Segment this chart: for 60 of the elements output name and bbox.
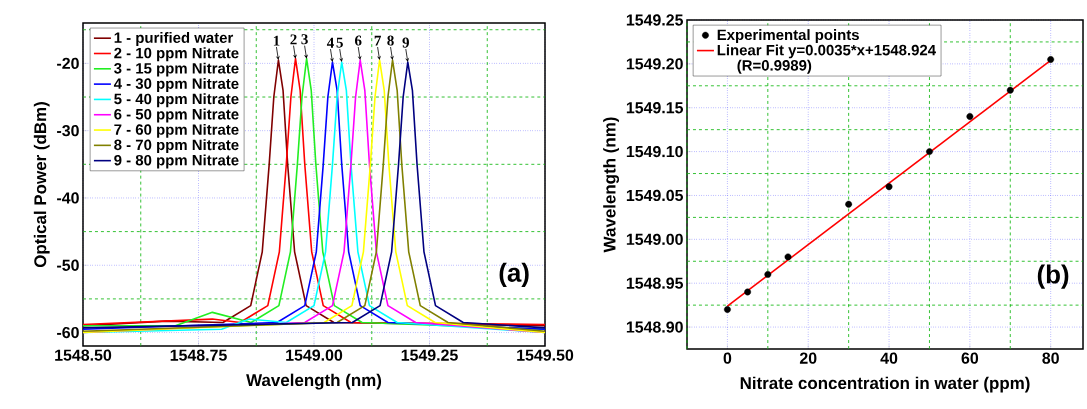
annotation: 5 (336, 37, 343, 48)
annotation: 2 (290, 34, 297, 45)
legend-label: Linear Fit y=0.0035*x+1548.924 (717, 44, 936, 59)
legend-label: 4 - 30 ppm Nitrate (113, 77, 239, 92)
x-tick-label: 1549.25 (401, 349, 458, 361)
legend-label: 5 - 40 ppm Nitrate (114, 93, 239, 108)
point (966, 113, 974, 120)
point (724, 306, 731, 313)
x-tick-label: 0 (723, 352, 732, 364)
point (1006, 86, 1014, 94)
annotation: (a) (499, 262, 529, 288)
x-tick-label: 1549.50 (517, 349, 574, 361)
legend-label: 2 - 10 ppm Nitrate (114, 47, 239, 62)
y-tick-label: 1549.10 (626, 145, 683, 158)
y-tick-label: -30 (57, 125, 79, 137)
legend-label: 1 - purified water (114, 32, 234, 46)
annotation: (b) (1037, 264, 1069, 289)
y-tick-label: 1549.20 (626, 58, 683, 70)
x-axis-title: Nitrate concentration in water (ppm) (740, 376, 1030, 393)
point (744, 288, 752, 296)
x-tick-label: 40 (880, 352, 898, 364)
y-axis-title: Optical Power (dBm) (33, 102, 50, 268)
x-tick-label: 60 (961, 352, 979, 364)
x-tick-label: 1548.50 (55, 349, 112, 361)
y-tick-label: 1549.05 (626, 189, 684, 202)
y-tick-label: 1549.15 (626, 102, 684, 114)
annotation: 8 (387, 35, 394, 46)
y-tick-label: -60 (57, 326, 79, 339)
y-tick-label: -50 (57, 259, 79, 271)
legend-label: 6 - 50 ppm Nitrate (114, 108, 239, 123)
legend-label: Experimental points (717, 29, 859, 44)
point (926, 148, 933, 155)
annotation: 1 (273, 35, 280, 46)
y-tick-label: -40 (57, 192, 79, 204)
point (784, 253, 792, 261)
legend-label: 8 - 70 ppm Nitrate (114, 139, 239, 154)
point (1047, 56, 1055, 63)
legend-label: 7 - 60 ppm Nitrate (114, 123, 239, 138)
annotation: (R=0.9989) (737, 59, 812, 74)
annotation: 7 (374, 35, 381, 46)
annotation: 4 (326, 37, 334, 48)
y-tick-label: 1549.00 (626, 233, 683, 245)
point (885, 183, 893, 191)
point (845, 200, 853, 208)
point (764, 271, 772, 278)
x-tick-label: 1548.75 (170, 349, 227, 361)
y-tick-label: 1548.95 (626, 277, 684, 289)
x-axis-title: Wavelength (nm) (246, 373, 382, 390)
legend-label: 3 - 15 ppm Nitrate (114, 62, 239, 77)
annotation: 3 (301, 34, 308, 45)
y-tick-label: 1548.90 (626, 321, 683, 333)
y-axis-title: Wavelength (nm) (603, 117, 620, 253)
annotation: 6 (354, 35, 362, 46)
x-tick-label: 20 (799, 352, 817, 364)
annotation: 9 (402, 37, 409, 48)
x-tick-label: 1549.00 (286, 349, 343, 361)
y-tick-label: 1549.25 (626, 14, 684, 26)
x-tick-label: 80 (1042, 352, 1059, 364)
legend-label: 9 - 80 ppm Nitrate (114, 154, 239, 169)
y-tick-label: -20 (57, 57, 79, 70)
